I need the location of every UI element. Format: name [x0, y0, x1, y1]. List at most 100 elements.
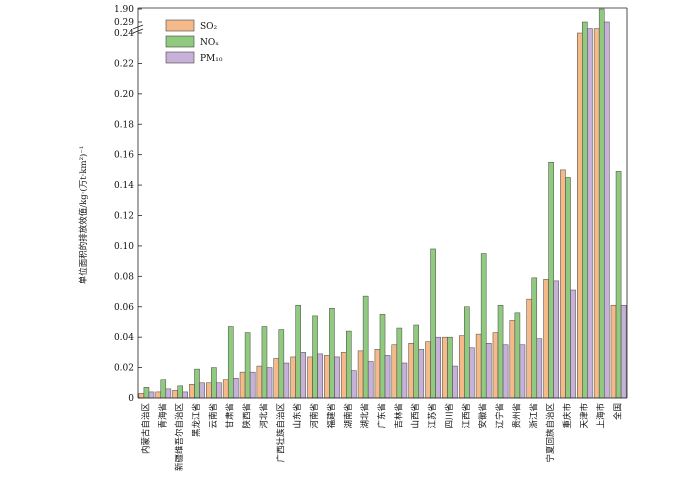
bar-2-23	[514, 312, 521, 399]
bar-3-18	[435, 336, 441, 399]
bar-2-24	[531, 277, 538, 399]
bar-1-8	[256, 365, 263, 399]
x-tick-label-12: 福建省	[326, 403, 337, 429]
bar-1-24	[526, 298, 532, 399]
x-tick-label-11: 河南省	[309, 403, 320, 429]
bar-2-19	[447, 336, 453, 399]
bar-3-27	[587, 28, 593, 399]
y-tick-label-5: 0.08	[114, 272, 134, 282]
y-tick-label-7: 0.12	[114, 212, 134, 222]
bar-2-29	[615, 171, 622, 399]
bar-3-17	[418, 349, 425, 399]
bar-2-28	[598, 8, 605, 399]
x-tick-label-17: 山西省	[410, 403, 421, 429]
bar-1-17	[408, 343, 414, 399]
bar-2-9	[278, 329, 285, 399]
x-tick-label-25: 宁夏回族自治区	[545, 403, 556, 463]
bar-3-20	[469, 347, 475, 399]
bar-1-25	[543, 279, 549, 399]
y-tick-label-4: 0.06	[114, 303, 134, 313]
bar-3-11	[317, 353, 323, 399]
bar-1-28	[593, 28, 600, 399]
axis-break-mark-2	[132, 28, 144, 34]
y-tick-label-11: 0.20	[114, 90, 134, 100]
y-tick-label-10: 0.18	[114, 120, 134, 130]
bar-1-9	[273, 358, 280, 399]
y-tick-label-14: 0.29	[114, 18, 134, 28]
x-tick-label-14: 湖北省	[360, 403, 371, 429]
bar-1-19	[442, 336, 448, 399]
bar-3-3	[182, 391, 188, 399]
bar-1-13	[340, 352, 347, 399]
bar-1-6	[222, 379, 229, 399]
bar-3-8	[266, 367, 273, 399]
x-tick-label-26: 重庆市	[562, 403, 573, 429]
bar-1-29	[610, 304, 617, 399]
x-tick-label-16: 吉林省	[393, 403, 404, 429]
bar-3-24	[536, 338, 543, 399]
y-tick-label-13: 0.24	[114, 29, 134, 39]
bar-1-21	[475, 333, 482, 399]
bar-2-18	[430, 248, 436, 399]
bar-1-2	[155, 391, 162, 399]
bar-3-26	[570, 289, 576, 399]
bar-3-9	[283, 362, 290, 399]
y-tick-label-1: 0	[128, 394, 134, 404]
bar-1-16	[391, 344, 398, 399]
x-tick-label-9: 广西壮族自治区	[275, 403, 286, 463]
bar-1-20	[458, 335, 465, 399]
y-tick-label-3: 0.04	[114, 333, 134, 343]
legend-swatch-2	[165, 35, 195, 48]
bar-2-12	[329, 308, 335, 399]
bar-2-10	[295, 304, 301, 399]
bar-2-5	[211, 367, 217, 399]
x-tick-label-8: 河北省	[258, 403, 269, 429]
bar-2-7	[244, 332, 251, 399]
x-tick-label-22: 辽宁省	[495, 403, 506, 429]
x-tick-label-2: 青海省	[157, 403, 168, 429]
bars-group	[138, 8, 627, 399]
x-tick-label-7: 陕西省	[242, 403, 253, 429]
bar-3-22	[502, 344, 509, 399]
bar-3-23	[519, 344, 526, 399]
bar-2-22	[497, 304, 504, 399]
bar-3-19	[452, 365, 458, 399]
x-tick-label-6: 甘肃省	[225, 403, 236, 429]
legend-label-3: PM₁₀	[200, 54, 223, 64]
y-tick-label-9: 0.16	[114, 151, 134, 161]
bar-3-7	[249, 371, 256, 399]
legend: SO₂ NOₓ PM₁₀	[165, 19, 223, 64]
y-tick-label-6: 0.10	[114, 242, 134, 252]
bar-2-6	[227, 326, 234, 399]
x-tick-label-23: 贵州省	[511, 403, 522, 429]
x-tick-label-27: 天津市	[579, 403, 590, 429]
y-tick-label-12: 0.22	[114, 59, 134, 69]
x-tick-label-20: 江西省	[461, 403, 472, 429]
x-tick-label-29: 全国	[613, 403, 624, 420]
bar-1-22	[492, 332, 499, 399]
bar-3-28	[603, 21, 610, 399]
bar-2-20	[464, 306, 470, 399]
legend-label-2: NOₓ	[200, 38, 219, 48]
bar-2-2	[160, 379, 167, 399]
bar-2-27	[582, 21, 588, 399]
x-tick-label-28: 上海市	[596, 403, 607, 429]
bar-3-15	[384, 355, 391, 399]
legend-label-1: SO₂	[200, 22, 218, 32]
bar-1-5	[206, 382, 212, 399]
bar-3-4	[199, 382, 205, 399]
bar-1-3	[172, 390, 178, 399]
bar-2-15	[379, 314, 386, 399]
bar-2-13	[345, 330, 352, 399]
bar-1-27	[577, 32, 583, 399]
x-tick-label-19: 四川省	[444, 403, 455, 429]
bar-2-4	[194, 368, 200, 399]
bar-3-2	[165, 388, 172, 399]
x-tick-label-4: 黑龙江省	[191, 403, 202, 438]
legend-swatch-1	[165, 19, 195, 32]
bar-2-1	[143, 387, 150, 399]
bar-1-14	[357, 350, 364, 399]
x-tick-label-15: 广东省	[377, 403, 388, 429]
bar-2-8	[261, 326, 268, 399]
